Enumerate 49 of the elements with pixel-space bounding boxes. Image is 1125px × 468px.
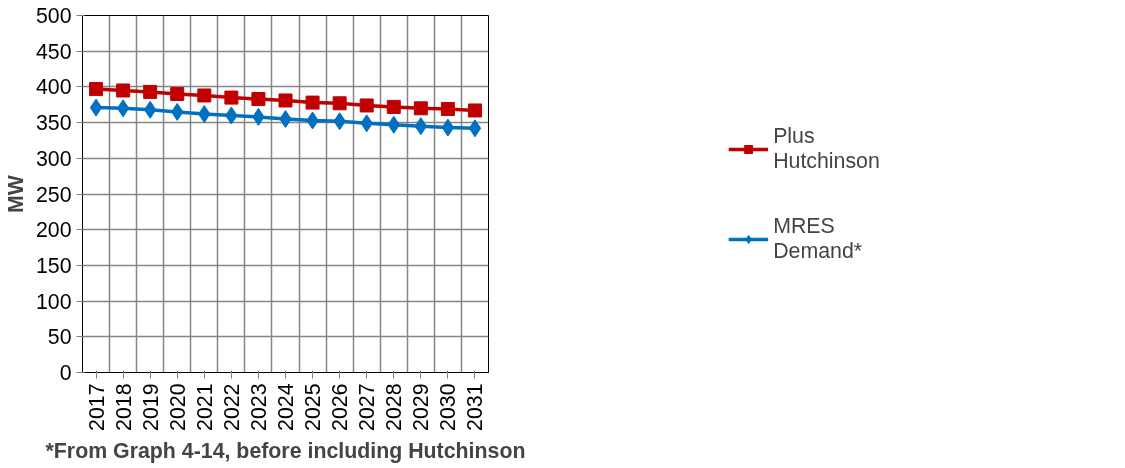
x-tick-label: 2020 [165, 383, 190, 431]
point [332, 96, 347, 111]
point [89, 82, 104, 97]
x-tick-label: 2025 [301, 383, 326, 431]
point [440, 102, 455, 117]
legend-label: Plus Hutchinson [773, 123, 880, 174]
point [441, 118, 455, 137]
x-tick-label: 2019 [138, 383, 163, 431]
y-tick-label: 250 [35, 182, 72, 207]
point [197, 88, 212, 103]
point [143, 84, 158, 99]
point [170, 87, 185, 102]
x-tick-label: 2024 [274, 383, 298, 431]
x-axis-title: *From Graph 4-14, before including Hutchinson [45, 438, 526, 463]
x-tick-label: 2031 [463, 383, 488, 431]
y-tick-label: 200 [35, 218, 72, 243]
point [305, 95, 320, 110]
x-tick-label: 2030 [436, 383, 461, 431]
point [467, 103, 482, 118]
y-tick-label: 500 [35, 4, 72, 28]
y-tick-label: 400 [35, 75, 72, 100]
x-tick-label: 2023 [246, 383, 271, 431]
y-tick-label: 50 [47, 325, 72, 350]
x-tick-label: 2017 [84, 383, 109, 431]
y-tick-label: 300 [35, 146, 72, 171]
point [251, 92, 266, 107]
point [359, 98, 374, 113]
point [386, 99, 401, 114]
point [116, 83, 131, 98]
point [278, 93, 293, 108]
point [413, 101, 428, 116]
x-tick-label: 2022 [219, 383, 244, 431]
point [116, 99, 130, 118]
y-tick-label: 150 [35, 253, 72, 278]
y-tick-label: 100 [35, 289, 72, 314]
y-tick-label: 450 [35, 39, 72, 64]
legend-label: MRES Demand* [773, 213, 863, 264]
x-tick-label: 2018 [111, 383, 136, 431]
x-tick-label: 2026 [328, 383, 353, 431]
point [468, 119, 482, 138]
x-tick-label: 2029 [409, 383, 434, 431]
y-axis-title: MW [3, 174, 28, 213]
x-tick-label: 2027 [355, 383, 380, 431]
y-tick-label: 350 [35, 111, 72, 136]
x-tick-label: 2021 [192, 383, 217, 431]
x-tick-label: 2028 [382, 383, 407, 431]
point [89, 98, 103, 117]
point [224, 90, 239, 105]
y-tick-label: 0 [59, 361, 72, 385]
